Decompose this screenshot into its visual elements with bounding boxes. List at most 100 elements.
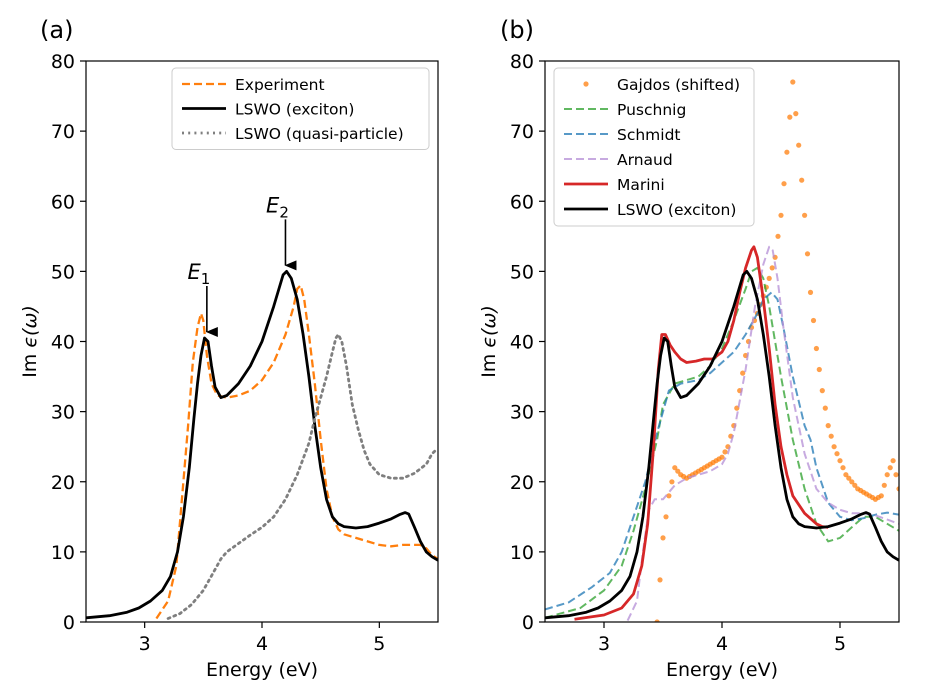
data-point	[654, 619, 660, 622]
data-point	[887, 465, 893, 471]
x-tick-label: 4	[716, 633, 728, 655]
data-point	[852, 482, 858, 488]
y-tick-label: 80	[510, 51, 534, 73]
data-point	[822, 405, 828, 411]
data-point	[846, 475, 852, 481]
legend-item: LSWO (quasi-particle)	[182, 125, 404, 143]
series-arnaud	[626, 245, 899, 622]
data-point	[675, 468, 681, 474]
series-puschnig	[545, 266, 899, 619]
legend-item: Puschnig	[564, 101, 686, 119]
data-point	[849, 479, 855, 485]
y-tick-label: 0	[522, 612, 534, 634]
y-tick-label: 70	[51, 121, 75, 143]
annotation-label: E2	[266, 193, 289, 221]
annotation-e2: E2	[266, 193, 297, 271]
legend-label: Marini	[617, 176, 665, 194]
series-marini	[574, 245, 829, 621]
panel-label: (a)	[40, 16, 73, 44]
legend-item: Marini	[564, 176, 665, 194]
data-point	[831, 444, 837, 450]
legend-label: Arnaud	[617, 151, 673, 169]
y-tick-label: 30	[51, 402, 75, 424]
data-point	[804, 251, 811, 257]
x-axis-label: Energy (eV)	[206, 659, 318, 681]
panel-b: (b) 0 10 20 30 40 50 60 70 80 3 4 5 Energy (eV) Im ϵ(ω…	[478, 16, 900, 681]
legend-frame	[553, 67, 755, 227]
data-point	[775, 233, 781, 239]
data-point	[810, 317, 817, 324]
data-point	[819, 388, 825, 394]
y-tick-label: 20	[51, 472, 75, 494]
data-point	[669, 479, 675, 485]
series-schmidt	[545, 291, 899, 611]
x-tick-label: 5	[373, 633, 385, 655]
y-tick-label: 60	[510, 191, 534, 213]
legend-marker	[583, 81, 589, 87]
legend-label: LSWO (exciton)	[617, 201, 736, 219]
y-tick-label: 60	[51, 191, 75, 213]
legend-item: Arnaud	[564, 151, 673, 169]
data-point	[816, 366, 822, 373]
legend: Gajdos (shifted) Puschnig Schmidt Arnaud Mar…	[553, 67, 755, 227]
data-point	[769, 265, 775, 271]
y-tick-label: 50	[51, 261, 75, 283]
x-tick-label: 3	[598, 633, 610, 655]
data-point	[843, 472, 849, 478]
data-point	[840, 465, 846, 471]
x-axis-label: Energy (eV)	[666, 659, 778, 681]
legend-item: Schmidt	[564, 126, 681, 144]
legend-item: Gajdos (shifted)	[583, 76, 740, 94]
data-point	[790, 79, 796, 85]
legend-item: LSWO (exciton)	[564, 201, 736, 219]
x-tick-label: 4	[256, 633, 268, 655]
y-tick-label: 10	[510, 542, 534, 564]
x-tick-label: 3	[139, 633, 151, 655]
data-point	[781, 181, 787, 187]
series-lswo-quasi-particle	[166, 333, 438, 620]
legend-label: Gajdos (shifted)	[617, 76, 740, 94]
y-tick-label: 10	[51, 542, 75, 564]
panel-a: (a) E1 E2 0 10 20 30 40 50 60 70 80 3 4 5 Energy (eV) Im…	[19, 16, 439, 681]
data-point	[799, 177, 805, 183]
data-point	[878, 493, 884, 499]
legend-label: LSWO (quasi-particle)	[235, 125, 404, 143]
data-point	[802, 212, 808, 218]
data-point	[672, 465, 678, 471]
data-point	[884, 472, 890, 478]
data-point	[657, 577, 663, 583]
y-axis-label: Im ϵ(ω)	[19, 305, 41, 378]
annotation-e1: E1	[187, 260, 218, 337]
data-point	[784, 149, 790, 155]
plot-area	[545, 79, 899, 622]
y-tick-label: 20	[510, 472, 534, 494]
panel-label: (b)	[500, 16, 534, 44]
legend-item: Experiment	[182, 76, 325, 94]
data-point	[722, 449, 728, 455]
y-tick-label: 50	[510, 261, 534, 283]
y-tick-label: 80	[51, 51, 75, 73]
data-point	[881, 482, 887, 488]
series-experiment	[155, 284, 438, 620]
data-point	[660, 535, 666, 541]
data-point	[807, 289, 814, 295]
data-point	[778, 212, 784, 218]
legend-label: Puschnig	[617, 101, 686, 119]
data-point	[828, 433, 834, 439]
data-point	[796, 142, 802, 148]
plot-area	[86, 270, 438, 620]
y-tick-label: 30	[510, 402, 534, 424]
series-lswo-exciton	[545, 270, 899, 620]
series-lswo-exciton	[86, 270, 438, 620]
legend: Experiment LSWO (exciton) LSWO (quasi-part…	[171, 67, 430, 150]
y-axis-label: Im ϵ(ω)	[478, 305, 500, 378]
data-point	[890, 458, 896, 464]
series-gajdos-shifted	[654, 79, 899, 622]
legend-label: Experiment	[235, 76, 325, 94]
legend-label: Schmidt	[617, 126, 681, 144]
legend-item: LSWO (exciton)	[182, 101, 354, 119]
data-point	[663, 514, 669, 520]
data-point	[813, 345, 820, 352]
data-point	[893, 472, 899, 478]
